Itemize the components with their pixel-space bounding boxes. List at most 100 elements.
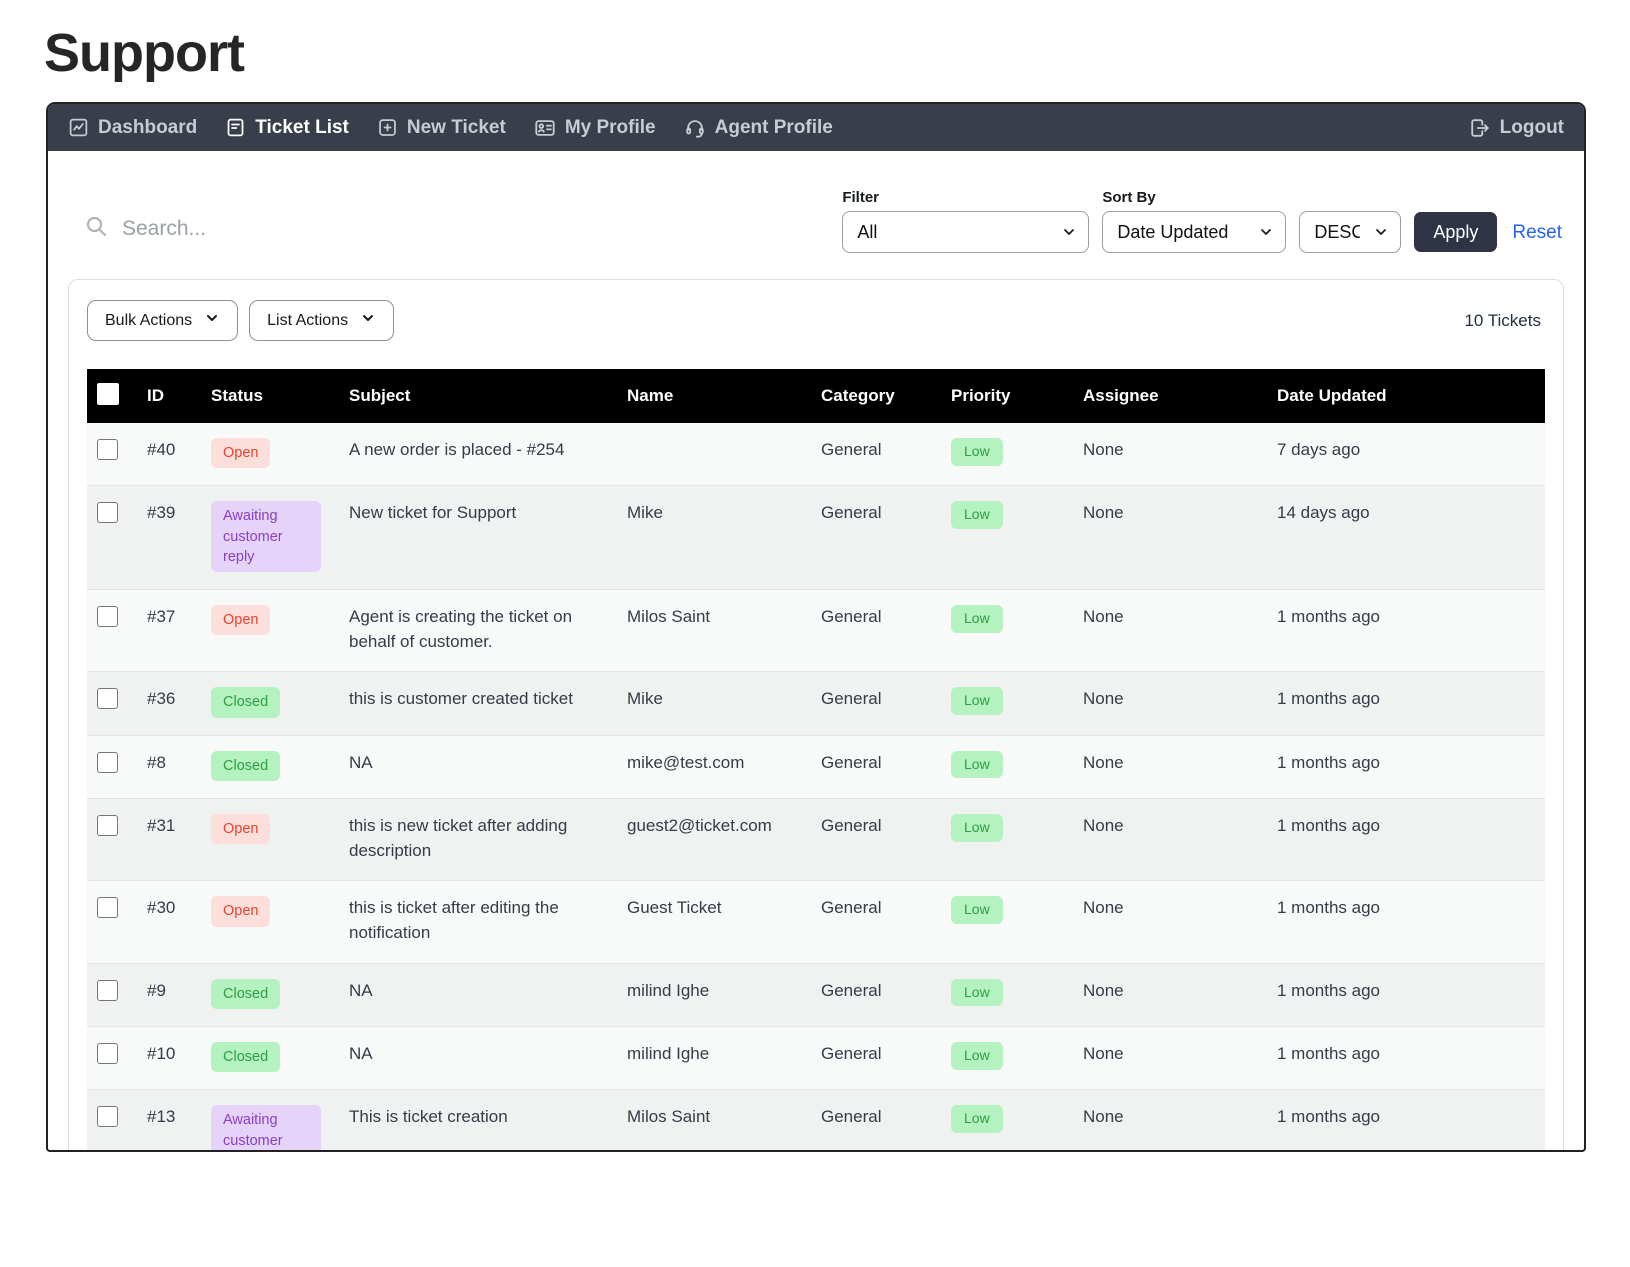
row-select-cell xyxy=(87,1090,137,1150)
table-row: #40 Open A new order is placed - #254 Gener… xyxy=(87,423,1545,486)
ticket-id: #13 xyxy=(147,1107,176,1127)
status-badge: Open xyxy=(211,438,271,469)
ticket-date: 1 months ago xyxy=(1277,980,1381,1000)
reset-link[interactable]: Reset xyxy=(1512,222,1562,243)
search-icon xyxy=(84,214,108,243)
ticket-category: General xyxy=(821,1107,882,1127)
filter-toolbar: Filter All Sort By Date Updated xyxy=(68,175,1564,253)
ticket-category: General xyxy=(821,980,882,1000)
ticket-id: #40 xyxy=(147,440,176,459)
ticket-assignee: None xyxy=(1083,980,1124,1000)
row-checkbox[interactable] xyxy=(97,1042,118,1064)
ticket-id: #31 xyxy=(147,816,176,836)
ticket-assignee: None xyxy=(1083,689,1124,709)
sort-direction-select[interactable]: DESC xyxy=(1299,211,1402,253)
ticket-date: 1 months ago xyxy=(1277,898,1381,918)
row-checkbox[interactable] xyxy=(97,439,118,460)
priority-badge: Low xyxy=(951,896,1003,924)
nav-item-agent-profile[interactable]: Agent Profile xyxy=(684,117,833,139)
ticket-assignee: None xyxy=(1083,1107,1124,1127)
priority-badge: Low xyxy=(951,605,1003,633)
list-actions-button[interactable]: List Actions xyxy=(249,300,395,341)
row-select-cell xyxy=(87,1026,137,1089)
bulk-actions-button[interactable]: Bulk Actions xyxy=(87,300,239,341)
search-input[interactable] xyxy=(122,216,542,241)
new-ticket-icon xyxy=(377,117,398,138)
priority-badge: Low xyxy=(951,814,1003,842)
row-select-cell xyxy=(87,423,137,486)
status-badge: Closed xyxy=(211,978,281,1009)
row-checkbox[interactable] xyxy=(97,897,118,919)
ticket-date: 1 months ago xyxy=(1277,607,1381,627)
row-checkbox[interactable] xyxy=(97,502,118,524)
ticket-category: General xyxy=(821,503,882,523)
ticket-name xyxy=(617,423,811,486)
column-header-assignee: Assignee xyxy=(1073,369,1267,423)
ticket-name: milind Ighe xyxy=(627,1043,710,1063)
ticket-subject: this is ticket after editing the notific… xyxy=(349,898,559,942)
row-checkbox[interactable] xyxy=(97,1106,118,1128)
ticket-status-cell: Closed xyxy=(201,1026,339,1089)
ticket-status-cell: Closed xyxy=(201,963,339,1026)
row-select-cell xyxy=(87,881,137,963)
row-checkbox[interactable] xyxy=(97,751,118,773)
logout-button[interactable]: Logout xyxy=(1469,117,1564,139)
filter-label: Filter xyxy=(842,189,880,206)
table-row: #37 Open Agent is creating the ticket on b… xyxy=(87,589,1545,672)
main-navbar: Dashboard Ticket List New Ticket My Prof… xyxy=(48,104,1584,151)
ticket-category: General xyxy=(821,898,882,918)
row-select-cell xyxy=(87,735,137,798)
ticket-date: 1 months ago xyxy=(1277,689,1381,709)
ticket-priority-cell: Low xyxy=(941,1090,1073,1150)
ticket-id: #8 xyxy=(147,752,166,772)
table-header: ID Status Subject Name Category Priority… xyxy=(87,369,1545,423)
nav-item-new-ticket[interactable]: New Ticket xyxy=(377,117,506,139)
ticket-date: 1 months ago xyxy=(1277,752,1381,772)
priority-badge: Low xyxy=(951,1105,1003,1133)
ticket-subject: NA xyxy=(349,980,373,1000)
ticket-status-cell: Open xyxy=(201,881,339,963)
ticket-priority-cell: Low xyxy=(941,672,1073,735)
ticket-name: Guest Ticket xyxy=(627,898,722,918)
filter-field: Filter All xyxy=(842,189,1090,253)
ticket-subject: Agent is creating the ticket on behalf o… xyxy=(349,607,573,651)
row-checkbox[interactable] xyxy=(97,979,118,1001)
ticket-date: 1 months ago xyxy=(1277,1107,1381,1127)
ticket-assignee: None xyxy=(1083,1043,1124,1063)
ticket-status-cell: Open xyxy=(201,590,339,672)
table-row: #8 Closed NA mike@test.com General Low None 1 m… xyxy=(87,735,1545,799)
logout-icon xyxy=(1469,117,1491,139)
table-row: #13 Awaiting customer reply This is ticket… xyxy=(87,1089,1545,1150)
column-header-category: Category xyxy=(811,369,941,423)
column-header-name: Name xyxy=(617,369,811,423)
row-checkbox[interactable] xyxy=(97,688,118,710)
filter-select[interactable]: All xyxy=(842,211,1090,253)
ticket-status-cell: Open xyxy=(201,799,339,881)
ticket-date: 1 months ago xyxy=(1277,1043,1381,1063)
ticket-id: #37 xyxy=(147,607,176,627)
nav-item-dashboard[interactable]: Dashboard xyxy=(68,117,197,139)
priority-badge: Low xyxy=(951,687,1003,716)
ticket-assignee: None xyxy=(1083,503,1124,523)
row-select-cell xyxy=(87,486,137,590)
status-badge: Closed xyxy=(211,750,281,782)
sort-by-select[interactable]: Date Updated xyxy=(1102,211,1287,253)
column-header-date-updated: Date Updated xyxy=(1267,369,1545,423)
ticket-category: General xyxy=(821,816,882,836)
apply-button[interactable]: Apply xyxy=(1414,212,1498,252)
status-badge: Awaiting customer reply xyxy=(211,501,321,573)
ticket-assignee: None xyxy=(1083,816,1124,836)
row-checkbox[interactable] xyxy=(97,815,118,837)
status-badge: Open xyxy=(211,814,271,845)
ticket-name: Mike xyxy=(627,689,663,709)
ticket-status-cell: Open xyxy=(201,423,339,486)
nav-item-ticket-list[interactable]: Ticket List xyxy=(225,117,349,139)
ticket-id: #30 xyxy=(147,898,176,918)
ticket-priority-cell: Low xyxy=(941,486,1073,590)
app-container: Dashboard Ticket List New Ticket My Prof… xyxy=(46,102,1586,1152)
status-badge: Closed xyxy=(211,1041,281,1073)
row-checkbox[interactable] xyxy=(97,606,118,628)
sort-by-field: Sort By Date Updated xyxy=(1102,189,1287,253)
nav-item-my-profile[interactable]: My Profile xyxy=(534,117,656,139)
select-all-checkbox[interactable] xyxy=(97,383,119,405)
